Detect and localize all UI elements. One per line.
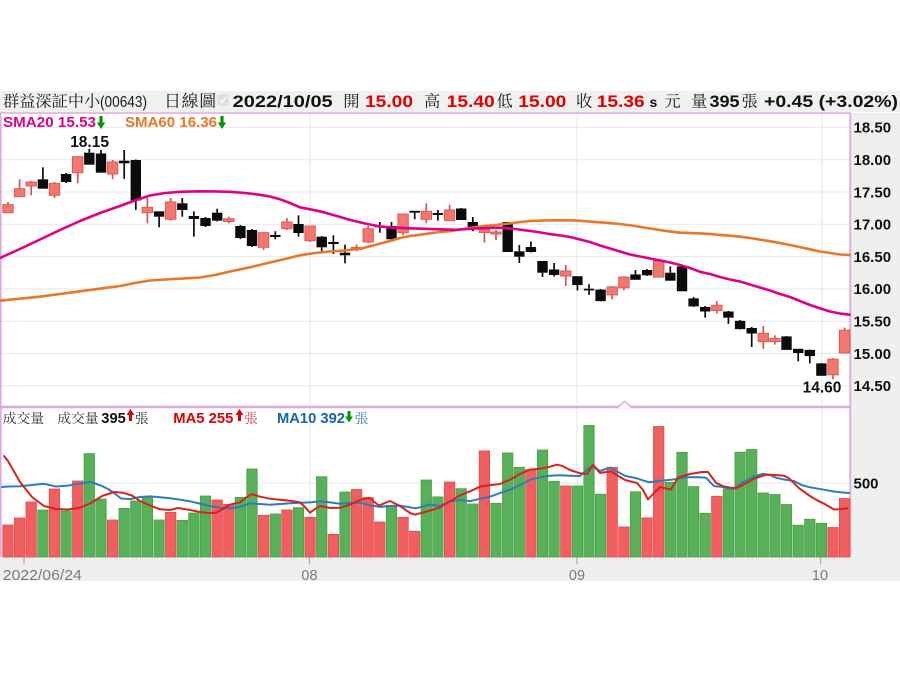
svg-text:15.00: 15.00 bbox=[854, 346, 892, 363]
svg-text:16.50: 16.50 bbox=[854, 249, 892, 266]
svg-text:SMA60 16.36: SMA60 16.36 bbox=[125, 114, 217, 131]
svg-text:2022/06/24: 2022/06/24 bbox=[3, 568, 82, 584]
svg-text:18.15: 18.15 bbox=[70, 134, 109, 151]
svg-text:(00643): (00643) bbox=[100, 94, 147, 111]
svg-text:395: 395 bbox=[101, 410, 126, 427]
svg-text:SMA20 15.53: SMA20 15.53 bbox=[3, 114, 96, 131]
svg-text:15.00: 15.00 bbox=[365, 92, 413, 111]
svg-text:14.60: 14.60 bbox=[803, 379, 842, 396]
svg-text:09: 09 bbox=[569, 568, 585, 584]
svg-text:+0.45 (+3.02%): +0.45 (+3.02%) bbox=[764, 92, 898, 111]
svg-text:08: 08 bbox=[301, 568, 317, 584]
svg-text:500: 500 bbox=[854, 476, 879, 493]
svg-text:MA10 392: MA10 392 bbox=[277, 410, 345, 427]
svg-text:395: 395 bbox=[710, 92, 740, 111]
svg-text:17.50: 17.50 bbox=[854, 184, 892, 201]
svg-text:15.40: 15.40 bbox=[447, 92, 495, 111]
svg-text:2022/10/05: 2022/10/05 bbox=[233, 92, 333, 111]
svg-text:10: 10 bbox=[812, 568, 828, 584]
svg-text:18.50: 18.50 bbox=[854, 120, 892, 137]
svg-text:18.00: 18.00 bbox=[854, 152, 892, 169]
svg-text:17.00: 17.00 bbox=[854, 217, 892, 234]
svg-text:15.00: 15.00 bbox=[518, 92, 566, 111]
svg-text:15.36: 15.36 bbox=[597, 92, 645, 111]
svg-text:14.50: 14.50 bbox=[854, 378, 892, 395]
svg-text:15.50: 15.50 bbox=[854, 314, 892, 331]
svg-text:MA5 255: MA5 255 bbox=[173, 410, 233, 427]
svg-text:16.00: 16.00 bbox=[854, 281, 892, 298]
svg-text:s: s bbox=[650, 94, 658, 110]
